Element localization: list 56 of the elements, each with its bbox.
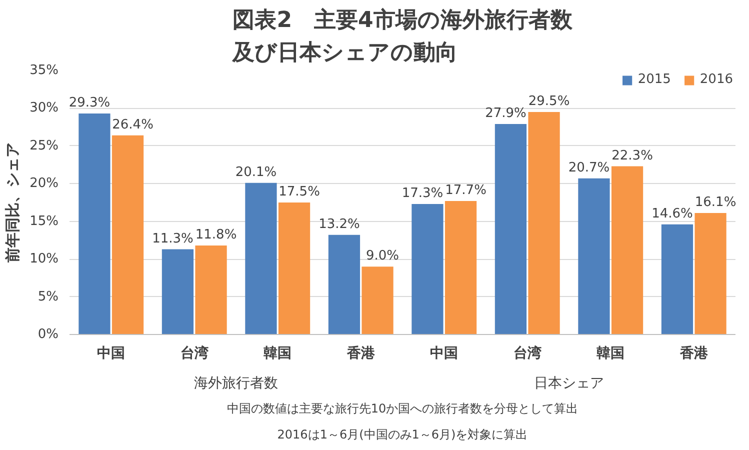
data-label: 16.1%	[694, 195, 736, 210]
bar	[195, 245, 227, 334]
bar	[528, 112, 560, 334]
data-label: 22.3%	[612, 148, 653, 164]
data-label: 29.5%	[528, 94, 570, 109]
bar	[278, 202, 310, 334]
y-tick-label: 30%	[30, 100, 59, 116]
bar	[494, 124, 527, 334]
data-label: 29.3%	[68, 95, 110, 110]
bar	[245, 182, 277, 334]
text: 2016は1～6月(中国のみ1～6月)を対象に算出	[277, 428, 528, 442]
x-tick-label: 韓国	[264, 346, 292, 362]
legend-label: 2015	[638, 72, 671, 87]
bar	[78, 113, 110, 334]
bar	[661, 224, 694, 334]
bar	[694, 213, 726, 334]
x-tick-label: 韓国	[596, 346, 625, 362]
text: 日本シェア	[534, 376, 604, 392]
bar	[162, 249, 194, 334]
data-label: 13.2%	[318, 216, 360, 232]
x-tick-label: 台湾	[513, 344, 542, 362]
data-label: 20.1%	[235, 164, 277, 180]
legend-label: 2016	[700, 72, 733, 87]
x-tick-label: 中国	[430, 346, 458, 362]
y-tick-label: 5%	[38, 289, 58, 304]
x-tick-label: 香港	[346, 346, 376, 362]
bar	[412, 204, 444, 334]
x-tick-label: 台湾	[180, 344, 208, 362]
bar	[578, 178, 610, 334]
data-label: 11.3%	[152, 231, 194, 246]
y-axis-title: 前年同比、シェア	[4, 142, 22, 264]
data-label: 27.9%	[485, 106, 526, 122]
data-label: 17.3%	[402, 186, 444, 202]
data-label: 9.0%	[366, 248, 400, 264]
text: 中国の数値は主要な旅行先10か国への旅行者数を分母として算出	[226, 402, 578, 416]
bar	[362, 266, 394, 334]
bar	[328, 234, 360, 334]
y-tick-label: 25%	[30, 138, 59, 154]
data-label: 17.5%	[278, 184, 320, 200]
text: 海外旅行者数	[194, 376, 278, 392]
x-tick-label: 中国	[97, 346, 126, 362]
data-label: 14.6%	[652, 206, 693, 222]
y-tick-label: 20%	[30, 176, 59, 192]
y-tick-label: 15%	[30, 214, 59, 229]
bar	[611, 166, 644, 334]
data-label: 17.7%	[445, 182, 486, 198]
y-tick-label: 10%	[30, 252, 59, 267]
data-label: 26.4%	[112, 117, 154, 132]
data-label: 20.7%	[568, 160, 610, 176]
bar	[444, 200, 477, 334]
bar	[112, 135, 144, 334]
x-tick-label: 香港	[678, 346, 709, 362]
data-label: 11.8%	[195, 227, 237, 242]
y-tick-label: 35%	[30, 63, 59, 78]
chart-title: 図表2 主要4市場の海外旅行者数及び日本シェアの動向	[232, 7, 574, 66]
y-tick-label: 0%	[38, 327, 58, 342]
